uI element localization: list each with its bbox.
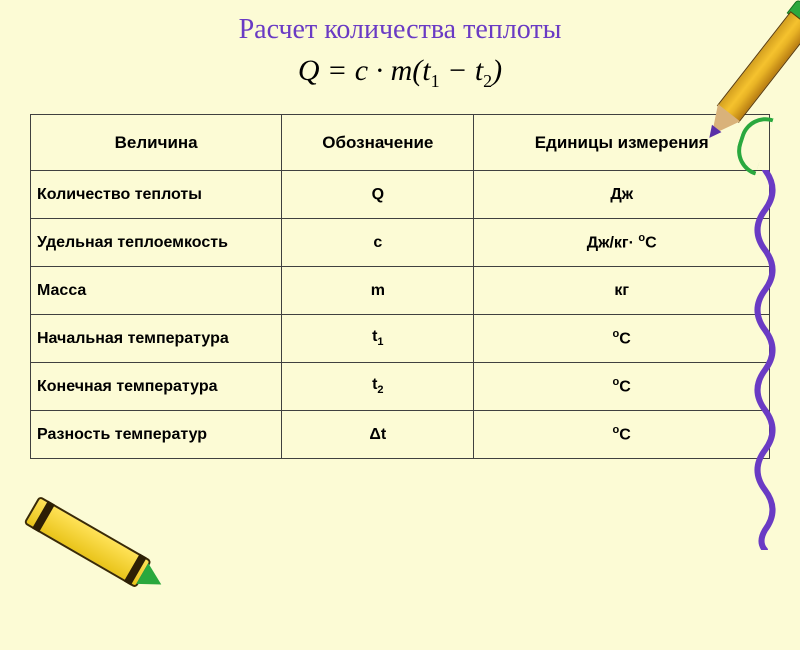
formula-dot: ·: [368, 54, 391, 87]
cell-unit: оС: [474, 411, 770, 459]
formula-m: m: [391, 54, 413, 87]
formula-Q: Q: [298, 54, 320, 87]
formula-sub1: 1: [431, 71, 440, 91]
cell-quantity: Удельная теплоемкость: [31, 219, 282, 267]
cell-quantity: Масса: [31, 267, 282, 315]
squiggle-icon: [750, 170, 780, 550]
cell-unit: кг: [474, 267, 770, 315]
cell-symbol: t1: [282, 315, 474, 363]
subscript: 2: [377, 385, 383, 397]
cell-quantity: Конечная температура: [31, 363, 282, 411]
cell-quantity: Количество теплоты: [31, 171, 282, 219]
formula-sub2: 2: [483, 71, 492, 91]
cell-quantity: Разность температур: [31, 411, 282, 459]
formula-eq: =: [319, 54, 354, 87]
header-quantity: Величина: [31, 115, 282, 171]
table-row: Разность температурΔtоС: [31, 411, 770, 459]
cell-unit: оС: [474, 363, 770, 411]
cell-quantity: Начальная температура: [31, 315, 282, 363]
formula-minus: −: [440, 54, 475, 87]
quantities-table-wrap: Величина Обозначение Единицы измерения К…: [30, 114, 770, 459]
cell-symbol: Q: [282, 171, 474, 219]
table-row: Количество теплотыQДж: [31, 171, 770, 219]
table-row: Удельная теплоемкостьcДж/кг· оС: [31, 219, 770, 267]
formula-close: ): [492, 54, 502, 87]
table-row: Конечная температураt2оС: [31, 363, 770, 411]
formula-t1: t: [422, 54, 430, 87]
page-title: Расчет количества теплоты: [0, 0, 800, 46]
formula-c: c: [355, 54, 368, 87]
cell-symbol: Δt: [282, 411, 474, 459]
formula-open: (: [412, 54, 422, 87]
superscript: о: [638, 232, 645, 244]
formula-t2: t: [475, 54, 483, 87]
cell-symbol: t2: [282, 363, 474, 411]
cell-symbol: c: [282, 219, 474, 267]
subscript: 1: [377, 337, 383, 349]
cell-unit: Дж/кг· оС: [474, 219, 770, 267]
header-symbol: Обозначение: [282, 115, 474, 171]
table-row: Начальная температураt1оС: [31, 315, 770, 363]
cell-unit: оС: [474, 315, 770, 363]
superscript: о: [613, 328, 620, 340]
superscript: о: [613, 424, 620, 436]
cell-symbol: m: [282, 267, 474, 315]
quantities-table: Величина Обозначение Единицы измерения К…: [30, 114, 770, 459]
table-row: Массаmкг: [31, 267, 770, 315]
superscript: о: [613, 376, 620, 388]
cell-unit: Дж: [474, 171, 770, 219]
crayon-icon: [0, 446, 207, 650]
